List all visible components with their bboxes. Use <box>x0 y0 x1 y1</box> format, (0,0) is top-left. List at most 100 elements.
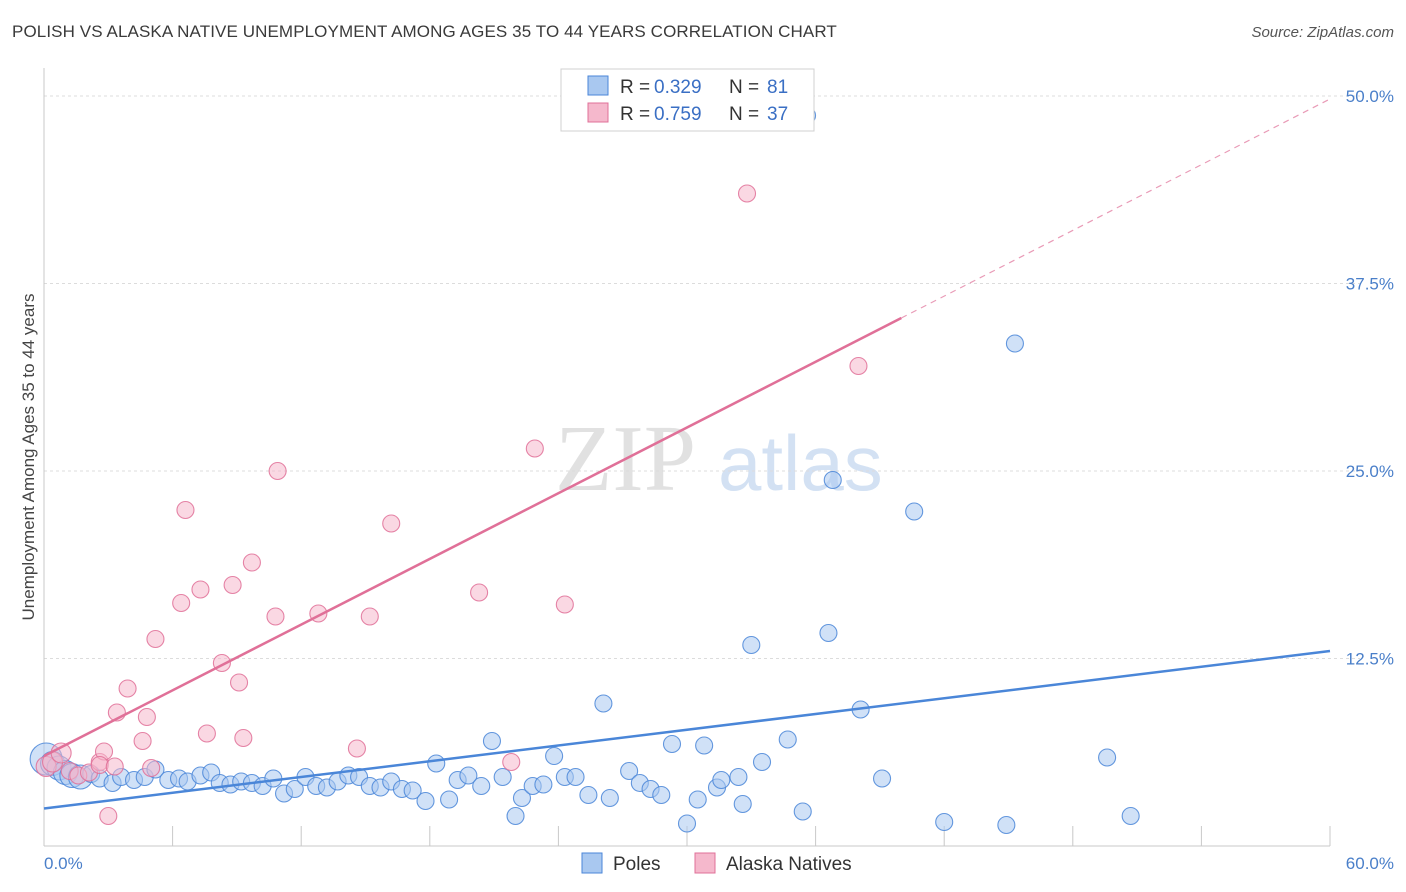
alaska-natives-point <box>105 757 124 776</box>
poles-point <box>459 766 478 785</box>
alaska-natives-point <box>849 356 868 376</box>
alaska-natives-trend-extension <box>901 98 1331 319</box>
poles-point <box>652 785 671 805</box>
legend-r-label-alaska-natives: R = <box>620 104 650 125</box>
poles-point <box>566 767 585 787</box>
poles-point <box>997 815 1016 835</box>
bottom-legend-swatch-alaska-natives[interactable] <box>694 852 716 874</box>
alaska-natives-point <box>176 500 195 520</box>
alaska-natives-point <box>90 755 109 775</box>
legend-r-value-poles: 0.329 <box>654 77 702 98</box>
poles-point <box>506 806 525 826</box>
alaska-natives-trend-line <box>43 316 902 758</box>
bottom-legend-label-poles[interactable]: Poles <box>613 854 661 875</box>
alaska-natives-point <box>137 707 156 727</box>
poles-point <box>1005 334 1024 353</box>
legend-r-label-poles: R = <box>620 77 650 98</box>
poles-point <box>579 785 598 805</box>
alaska-natives-point <box>191 580 210 599</box>
alaska-natives-point <box>737 184 757 203</box>
alaska-natives-point <box>266 607 285 626</box>
poles-point <box>427 754 446 773</box>
alaska-natives-point <box>347 739 366 758</box>
poles-point <box>677 814 697 833</box>
alaska-natives-point <box>234 728 253 748</box>
poles-point <box>695 736 714 755</box>
poles-point <box>440 790 459 809</box>
poles-point <box>416 791 435 811</box>
poles-point <box>594 694 613 713</box>
legend-n-value-alaska-natives: 37 <box>767 104 788 125</box>
alaska-natives-point <box>268 461 287 481</box>
poles-point <box>712 770 731 790</box>
poles-point <box>620 761 639 781</box>
y-axis-label: Unemployment Among Ages 35 to 44 years <box>19 294 38 621</box>
alaska-natives-point <box>382 514 401 533</box>
alaska-natives-points <box>35 184 868 826</box>
poles-point <box>819 623 838 643</box>
alaska-natives-point <box>555 595 574 614</box>
legend-r-value-alaska-natives: 0.759 <box>654 104 702 125</box>
correlation-legend: R = 0.329 N = 81 R = 0.759 N = 37 <box>560 68 815 132</box>
alaska-natives-point <box>360 607 379 626</box>
alaska-natives-point <box>99 806 118 826</box>
y-tick-labels: 12.5% 25.0% 37.5% 50.0% <box>1346 87 1394 669</box>
poles-point <box>793 802 812 821</box>
x-tick-label-min: 0.0% <box>44 854 83 873</box>
alaska-natives-point <box>502 752 521 772</box>
alaska-natives-point <box>223 575 242 595</box>
poles-point <box>729 767 748 787</box>
poles-point <box>778 730 797 749</box>
legend-n-label-poles: N = <box>729 77 759 98</box>
y-tick-label: 12.5% <box>1346 650 1394 669</box>
series-legend: Poles Alaska Natives <box>581 852 852 875</box>
alaska-natives-point <box>525 439 544 458</box>
poles-point <box>285 779 304 799</box>
legend-n-value-poles: 81 <box>767 77 788 98</box>
y-tick-label: 25.0% <box>1346 462 1394 481</box>
poles-point <box>1098 748 1117 767</box>
poles-trend-line <box>43 649 1331 810</box>
poles-point <box>472 776 491 796</box>
alaska-natives-point <box>470 583 489 602</box>
source-label: Source: ZipAtlas.com <box>1251 24 1394 41</box>
poles-point <box>872 769 892 788</box>
poles-point <box>545 746 564 766</box>
alaska-natives-point <box>229 673 249 692</box>
poles-point <box>688 790 707 809</box>
poles-point <box>662 734 682 754</box>
alaska-natives-point <box>142 758 161 778</box>
poles-point <box>935 812 954 832</box>
trend-lines <box>43 98 1331 810</box>
alaska-natives-point <box>172 593 191 613</box>
poles-point <box>482 731 502 751</box>
bottom-legend-label-alaska-natives[interactable]: Alaska Natives <box>726 854 852 875</box>
poles-point <box>905 502 924 521</box>
poles-point <box>493 767 512 787</box>
alaska-natives-point <box>197 724 216 743</box>
alaska-natives-point <box>146 629 165 649</box>
alaska-natives-point <box>133 731 152 751</box>
watermark-atlas: atlas <box>718 419 883 507</box>
y-tick-label: 37.5% <box>1346 275 1394 294</box>
poles-point <box>534 775 553 794</box>
poles-point <box>742 635 761 655</box>
gridlines <box>44 95 1360 659</box>
poles-point <box>1121 806 1140 826</box>
alaska-natives-point <box>118 679 137 698</box>
poles-point <box>733 794 752 814</box>
chart-title: POLISH VS ALASKA NATIVE UNEMPLOYMENT AMO… <box>12 22 837 41</box>
legend-n-label-alaska-natives: N = <box>729 104 759 125</box>
poles-point <box>512 788 532 808</box>
poles-point <box>752 752 772 772</box>
alaska-natives-point <box>242 553 261 572</box>
legend-swatch-alaska-natives <box>587 102 609 123</box>
x-tick-label-max: 60.0% <box>1346 854 1394 873</box>
legend-swatch-poles <box>587 75 609 96</box>
bottom-legend-swatch-poles[interactable] <box>581 852 603 874</box>
poles-point <box>600 788 619 808</box>
poles-point <box>823 470 842 490</box>
y-tick-label: 50.0% <box>1346 87 1394 106</box>
poles-point <box>403 781 422 800</box>
